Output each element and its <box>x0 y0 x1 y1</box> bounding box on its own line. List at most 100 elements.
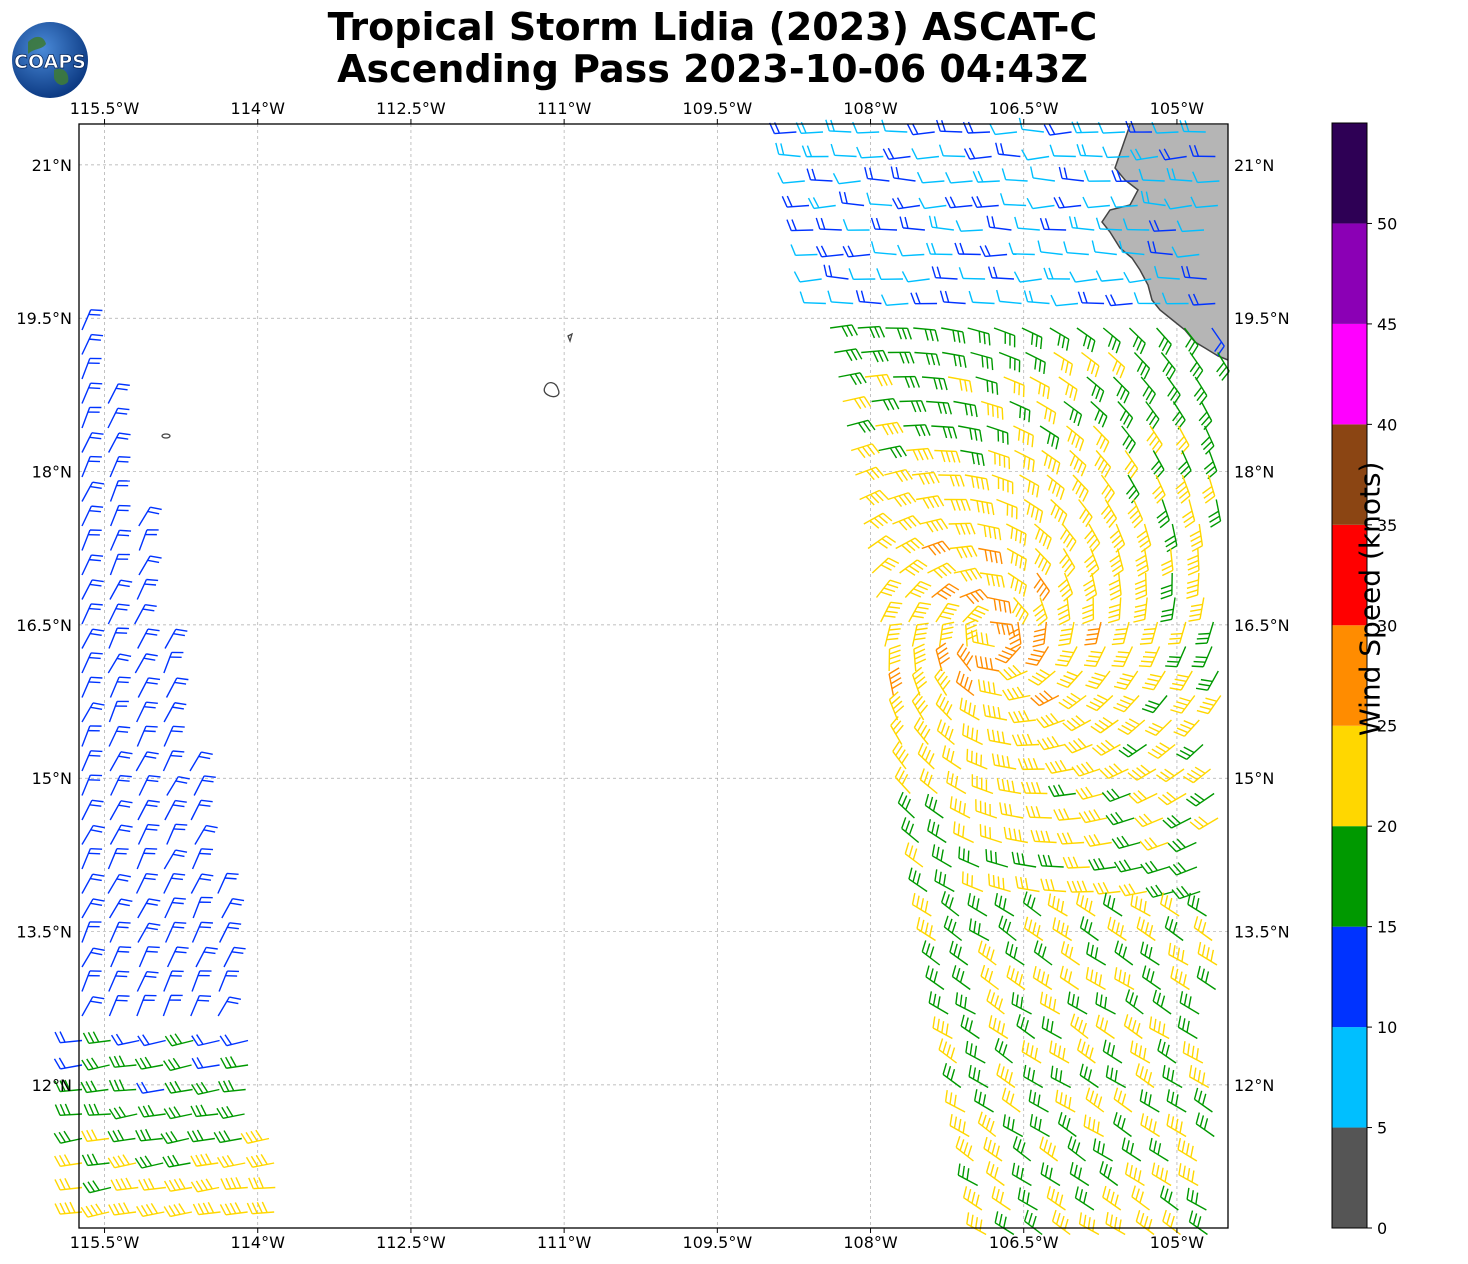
wind-barb <box>1035 712 1065 729</box>
wind-barb <box>163 1057 192 1072</box>
wind-barb <box>220 1056 249 1069</box>
wind-barb <box>81 455 102 478</box>
lon-tick-label-bottom: 106.5°W <box>989 1233 1059 1252</box>
wind-barb <box>908 867 928 893</box>
wind-barb <box>136 970 159 992</box>
wind-barb <box>991 474 1014 495</box>
wind-barb <box>1058 692 1087 710</box>
wind-barb <box>1105 811 1135 826</box>
wind-barb <box>982 704 1008 721</box>
wind-barb <box>985 1161 1005 1187</box>
wind-barb <box>137 922 161 943</box>
wind-barb <box>911 666 928 696</box>
wind-barb <box>1100 474 1115 503</box>
wind-barb <box>987 449 1011 470</box>
wind-barb <box>1161 292 1189 305</box>
wind-barb <box>81 406 102 429</box>
wind-barb <box>1178 450 1192 480</box>
wind-barb <box>1105 1211 1126 1236</box>
wind-barb <box>1102 146 1130 159</box>
wind-barb <box>192 1202 221 1216</box>
wind-barb <box>998 915 1017 942</box>
lon-tick-label-bottom: 111°W <box>537 1233 592 1252</box>
wind-barb <box>136 725 158 747</box>
wind-barb <box>1008 710 1036 724</box>
wind-barb <box>1139 621 1159 645</box>
wind-barb <box>1139 1089 1160 1113</box>
wind-barb <box>1186 1187 1207 1211</box>
wind-barb <box>1083 1114 1104 1138</box>
wind-barb <box>1050 498 1068 526</box>
wind-barb <box>1033 572 1051 602</box>
wind-barb <box>944 196 973 209</box>
wind-barb <box>1053 196 1082 209</box>
wind-barb <box>888 644 901 672</box>
wind-barb <box>163 1106 193 1120</box>
wind-barb <box>1149 1016 1170 1040</box>
wind-barb <box>870 241 897 256</box>
wind-barb <box>219 1034 249 1047</box>
wind-barb <box>1030 829 1057 844</box>
wind-barb <box>904 842 924 868</box>
wind-barb <box>938 1038 958 1064</box>
wind-barb <box>1078 499 1093 528</box>
wind-barb <box>842 395 872 410</box>
wind-barb <box>53 1130 83 1144</box>
wind-barb <box>136 994 157 1017</box>
colorbar-bin <box>1332 1127 1367 1228</box>
wind-barb <box>892 741 909 770</box>
wind-barb <box>191 848 214 870</box>
wind-barb <box>994 893 1015 917</box>
wind-barb <box>82 1180 112 1194</box>
wind-barb <box>1039 991 1061 1015</box>
land-layer <box>161 124 1229 439</box>
wind-barb <box>962 605 989 623</box>
wind-barb <box>928 991 949 1015</box>
wind-barb <box>164 628 188 649</box>
wind-barb <box>958 267 986 280</box>
wind-barb <box>191 1057 220 1070</box>
wind-barb <box>977 679 1002 697</box>
wind-barb <box>109 579 133 600</box>
wind-barb <box>1013 425 1034 448</box>
wind-barb <box>972 170 1000 183</box>
colorbar-bin <box>1332 323 1367 425</box>
wind-barb <box>925 242 953 256</box>
wind-barb <box>1039 217 1067 231</box>
wind-barb <box>875 579 902 598</box>
wind-barb <box>138 555 162 576</box>
wind-barb <box>213 1130 242 1144</box>
wind-barb <box>81 824 105 845</box>
wind-barb <box>108 1079 137 1092</box>
wind-barb <box>1001 168 1028 182</box>
wind-barb <box>1182 766 1212 784</box>
wind-barb <box>1016 1014 1036 1040</box>
wind-barb <box>1140 1113 1160 1138</box>
wind-barb <box>1171 885 1201 900</box>
wind-barb <box>1177 1015 1198 1040</box>
wind-barb <box>943 915 963 942</box>
wind-barb <box>1102 1039 1123 1064</box>
wind-barb <box>81 1057 110 1071</box>
wind-barb <box>921 376 948 391</box>
wind-barb <box>1008 242 1035 256</box>
wind-barb <box>863 512 893 529</box>
wind-barb <box>1188 597 1205 622</box>
wind-barb <box>1151 1162 1172 1187</box>
wind-barb <box>135 873 158 894</box>
wind-barb <box>81 947 105 968</box>
wind-barb <box>134 603 157 625</box>
wind-barb <box>970 498 995 516</box>
wind-barb <box>54 1103 83 1116</box>
wind-barb <box>1187 892 1207 917</box>
chart-title-line-1: Tropical Storm Lidia (2023) ASCAT-C <box>327 5 1098 49</box>
wind-barb <box>190 1104 219 1118</box>
wind-barb <box>1023 916 1044 942</box>
wind-barb <box>135 1128 163 1142</box>
wind-barb <box>163 873 186 894</box>
wind-barb <box>777 172 805 184</box>
wind-barb <box>894 766 911 794</box>
wind-barb <box>108 1106 138 1120</box>
wind-barb <box>1056 670 1083 689</box>
wind-barb <box>1189 523 1204 552</box>
